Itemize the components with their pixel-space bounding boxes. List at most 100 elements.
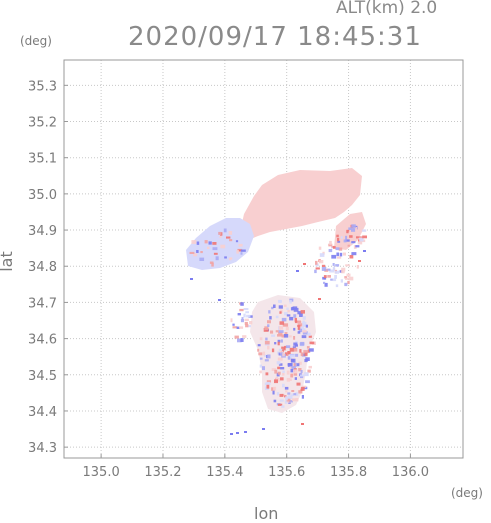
echo-speckle <box>308 335 312 338</box>
echo-speckle <box>282 370 285 373</box>
echo-speckle <box>301 335 307 339</box>
echo-speckle <box>298 368 302 372</box>
echo-speckle <box>259 370 262 374</box>
echo-speckle <box>284 312 288 316</box>
echo-speckle <box>307 332 311 336</box>
echo-speckle <box>345 277 349 280</box>
echo-speckle <box>340 279 343 283</box>
y-tick-label: 35.0 <box>28 188 57 203</box>
echo-speckle <box>277 357 283 361</box>
echo-speckle <box>232 323 235 326</box>
echo-speckle <box>212 247 218 251</box>
echo-speckle <box>277 334 282 337</box>
y-tick-label: 35.1 <box>28 152 57 167</box>
echo-speckle <box>290 358 296 363</box>
echo-speckle <box>277 371 281 375</box>
echo-speckle <box>293 393 297 396</box>
echo-speckle <box>274 379 278 384</box>
echo-speckle <box>281 405 285 408</box>
echo-speckle <box>258 352 263 356</box>
echo-speckle <box>277 366 281 370</box>
echo-west-blob <box>186 218 254 270</box>
echo-speckle <box>344 239 350 242</box>
y-tick-label: 34.9 <box>28 224 57 239</box>
echo-speckle <box>339 252 343 257</box>
echo-speckle <box>293 307 299 312</box>
echo-speckle <box>337 238 340 242</box>
echo-speckle <box>282 383 285 388</box>
echo-speckle <box>304 372 309 377</box>
echo-speckle <box>305 380 310 384</box>
y-tick-label: 35.2 <box>28 116 57 131</box>
echo-speckle <box>291 306 294 311</box>
echo-speckle <box>286 314 291 317</box>
echo-speckle <box>279 311 282 314</box>
echo-speckle <box>245 323 249 328</box>
echo-speckle <box>286 377 290 382</box>
echo-speckle <box>284 400 288 404</box>
echo-speckle <box>275 315 279 319</box>
echo-speckle <box>289 300 292 304</box>
echo-speckle <box>331 254 337 259</box>
echo-speckle <box>191 240 197 244</box>
echo-speckle <box>268 310 271 314</box>
echo-speckle <box>303 263 306 265</box>
echo-speckle <box>266 382 271 385</box>
echo-speckle <box>287 356 291 360</box>
echo-speckle <box>298 390 303 394</box>
echo-speckle <box>265 372 269 376</box>
echo-speckle <box>229 239 233 242</box>
x-tick-label: 135.0 <box>83 465 120 480</box>
echo-speckle <box>199 257 205 261</box>
echo-speckle <box>284 332 288 336</box>
echo-speckle <box>293 363 296 367</box>
echo-speckle <box>273 399 277 403</box>
echo-speckle <box>281 334 286 338</box>
echo-speckle <box>228 231 233 235</box>
y-tick-label: 35.3 <box>28 79 57 94</box>
y-tick-labels: 35.3 35.2 35.1 35.0 34.9 34.8 34.7 34.6 34.5 34.4… <box>28 79 57 456</box>
echo-speckle <box>329 240 332 245</box>
echo-speckle <box>294 317 297 322</box>
echo-speckle <box>294 377 297 380</box>
echo-speckle <box>307 349 311 353</box>
echo-speckle <box>285 396 288 401</box>
echo-speckle <box>278 352 282 356</box>
echo-speckle <box>342 252 346 256</box>
echo-speckle <box>358 260 361 262</box>
echo-speckle <box>348 231 354 236</box>
echo-speckle <box>189 251 195 254</box>
echo-speckle <box>306 346 310 349</box>
echo-speckle <box>271 306 274 310</box>
echo-speckle <box>291 390 295 392</box>
echo-speckle <box>278 305 283 309</box>
echo-speckle <box>278 348 283 352</box>
echo-speckle <box>358 236 363 239</box>
echo-speckle <box>333 246 336 249</box>
echo-speckle <box>304 352 308 356</box>
echo-speckle <box>286 370 290 375</box>
echo-speckle <box>240 338 244 342</box>
echo-speckle <box>297 326 300 330</box>
echo-speckle <box>277 341 280 346</box>
echo-speckle <box>262 366 265 371</box>
echo-speckle <box>274 342 277 345</box>
echo-speckle <box>232 326 238 329</box>
echo-speckle <box>355 245 360 248</box>
echo-speckle <box>283 348 286 351</box>
echo-speckle <box>319 253 325 257</box>
x-tick-label: 136.0 <box>392 465 429 480</box>
echo-speckle <box>355 229 360 234</box>
echo-speckle <box>309 348 314 352</box>
echo-speckle <box>278 363 283 366</box>
echo-speckle <box>269 316 272 320</box>
echo-speckle <box>296 382 301 386</box>
echo-speckle <box>291 393 294 397</box>
echo-speckle <box>276 361 281 365</box>
echo-speckle <box>295 353 299 357</box>
echo-speckle <box>238 243 243 247</box>
echo-speckle <box>208 241 212 245</box>
x-axis-label: lon <box>254 504 279 523</box>
echo-speckle <box>287 395 293 400</box>
echo-speckle <box>207 246 210 249</box>
